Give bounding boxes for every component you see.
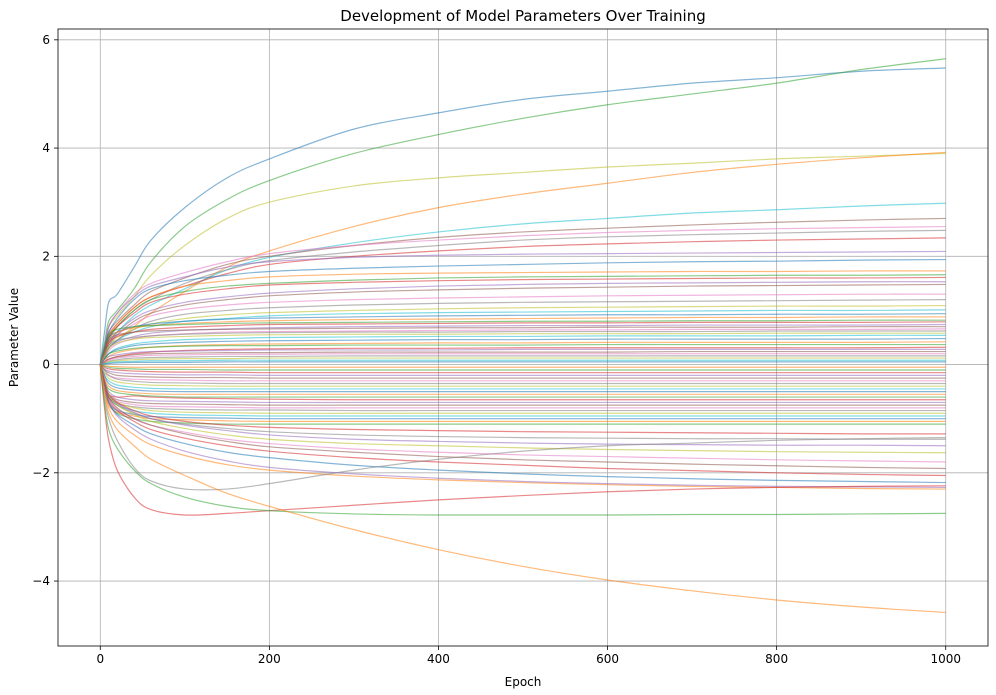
parameter-series-line-69 (99, 364, 946, 477)
parameter-series-line-73 (99, 364, 946, 491)
y-tick-label: 2 (42, 249, 50, 263)
parameter-series-line-56 (99, 364, 946, 409)
parameter-series-line-65 (99, 364, 946, 447)
x-tick-label: 0 (96, 652, 104, 666)
parameter-series-line-2 (99, 152, 946, 365)
parameter-series-line-23 (99, 321, 946, 365)
x-tick-label: 1000 (930, 652, 961, 666)
y-tick-label: 4 (42, 141, 50, 155)
parameter-series-line-0 (99, 67, 946, 365)
y-tick-label: 0 (42, 358, 50, 372)
parameter-series-line-54 (99, 364, 946, 404)
parameter-series-line-75 (99, 364, 946, 516)
parameter-series-line-5 (99, 217, 946, 365)
parameter-series-line-63 (99, 364, 946, 435)
parameter-series-line-27 (99, 330, 946, 365)
parameter-series-line-57 (99, 364, 946, 412)
parameter-series-line-44 (99, 364, 946, 377)
parameter-series-line-50 (99, 364, 946, 393)
parameter-series-line-76 (99, 364, 946, 614)
grid (58, 29, 988, 646)
parameter-series-line-37 (100, 355, 946, 366)
parameter-series-line-21 (99, 316, 946, 365)
parameter-series-line-11 (99, 270, 946, 365)
parameter-series-line-36 (99, 353, 946, 366)
parameter-series-line-62 (99, 364, 946, 425)
parameter-series-line-49 (99, 364, 946, 390)
parameter-series-line-39 (100, 359, 946, 366)
parameter-series-line-48 (99, 364, 946, 387)
parameter-series-line-47 (99, 364, 946, 385)
y-axis-title: Parameter Value (7, 288, 21, 387)
x-tick-label: 200 (258, 652, 281, 666)
parameter-series-line-61 (99, 364, 946, 423)
axis-ticks: 0 200 400 600 800 1000 −4 −2 0 2 4 6 (32, 33, 961, 666)
parameter-series-line-41 (100, 363, 946, 368)
y-tick-label: −4 (32, 574, 50, 588)
y-tick-label: −2 (32, 466, 50, 480)
parameter-series-line-29 (99, 334, 946, 365)
parameter-series-line-74 (99, 364, 946, 516)
parameter-series-line-25 (99, 326, 946, 365)
x-tick-label: 600 (596, 652, 619, 666)
parameter-series-line-68 (99, 364, 946, 470)
parameter-series-line-22 (99, 319, 946, 365)
parameter-series-line-42 (100, 363, 946, 371)
parameter-series-line-6 (99, 225, 946, 365)
chart-title: Development of Model Parameters Over Tra… (340, 7, 705, 25)
parameter-series-line-67 (99, 364, 946, 463)
parameter-series-line-18 (99, 304, 946, 365)
x-tick-label: 400 (427, 652, 450, 666)
parameter-series-line-72 (99, 364, 946, 489)
parameter-series-line-45 (99, 364, 946, 379)
parameter-series-line-1 (99, 58, 946, 365)
parameter-series-line-66 (99, 364, 946, 454)
parameter-series-line-43 (99, 364, 946, 374)
parameter-series-line-24 (99, 323, 946, 365)
parameter-series-line-32 (99, 343, 946, 365)
parameter-series-line-31 (99, 341, 946, 366)
parameter-series-line-38 (100, 357, 946, 366)
parameter-series-line-9 (99, 250, 946, 365)
parameter-series-line-26 (99, 328, 946, 365)
parameter-series-line-13 (99, 276, 946, 365)
plot-frame (57, 28, 989, 647)
parameter-series-line-51 (99, 364, 946, 395)
series-lines (99, 58, 946, 614)
parameter-series-line-46 (99, 364, 946, 382)
parameter-series-line-40 (100, 361, 946, 366)
x-tick-label: 800 (765, 652, 788, 666)
parameter-series-line-35 (99, 350, 946, 366)
y-tick-label: 6 (42, 33, 50, 47)
parameter-series-line-10 (99, 258, 946, 365)
parameter-series-line-30 (99, 337, 946, 365)
x-axis-title: Epoch (505, 675, 542, 689)
parameter-series-line-34 (99, 348, 946, 365)
parameter-series-line-55 (99, 364, 946, 406)
parameter-series-line-28 (99, 332, 946, 365)
parameter-series-line-52 (99, 364, 946, 398)
parameter-series-line-70 (99, 364, 946, 484)
